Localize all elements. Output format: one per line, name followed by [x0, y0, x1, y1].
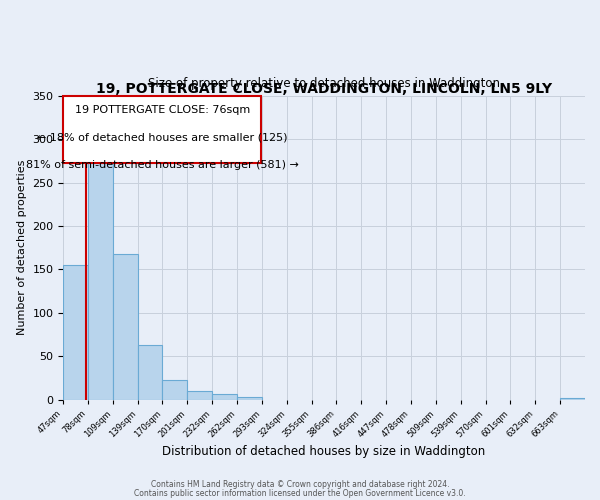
Bar [187, 391, 212, 400]
Text: Size of property relative to detached houses in Waddington: Size of property relative to detached ho… [148, 76, 500, 90]
Bar [88, 150, 113, 400]
FancyBboxPatch shape [63, 96, 262, 162]
Y-axis label: Number of detached properties: Number of detached properties [17, 160, 26, 336]
Bar [163, 380, 187, 400]
Text: Contains HM Land Registry data © Crown copyright and database right 2024.: Contains HM Land Registry data © Crown c… [151, 480, 449, 489]
Text: 19 POTTERGATE CLOSE: 76sqm: 19 POTTERGATE CLOSE: 76sqm [74, 105, 250, 115]
X-axis label: Distribution of detached houses by size in Waddington: Distribution of detached houses by size … [163, 444, 485, 458]
Text: ← 18% of detached houses are smaller (125): ← 18% of detached houses are smaller (12… [37, 132, 287, 142]
Title: 19, POTTERGATE CLOSE, WADDINGTON, LINCOLN, LN5 9LY: 19, POTTERGATE CLOSE, WADDINGTON, LINCOL… [96, 82, 552, 96]
Text: Contains public sector information licensed under the Open Government Licence v3: Contains public sector information licen… [134, 488, 466, 498]
Bar [212, 394, 237, 400]
Bar [113, 254, 137, 400]
Bar [237, 397, 262, 400]
Bar [63, 265, 88, 400]
Text: 81% of semi-detached houses are larger (581) →: 81% of semi-detached houses are larger (… [26, 160, 299, 170]
Bar [560, 398, 585, 400]
Bar [137, 345, 163, 400]
